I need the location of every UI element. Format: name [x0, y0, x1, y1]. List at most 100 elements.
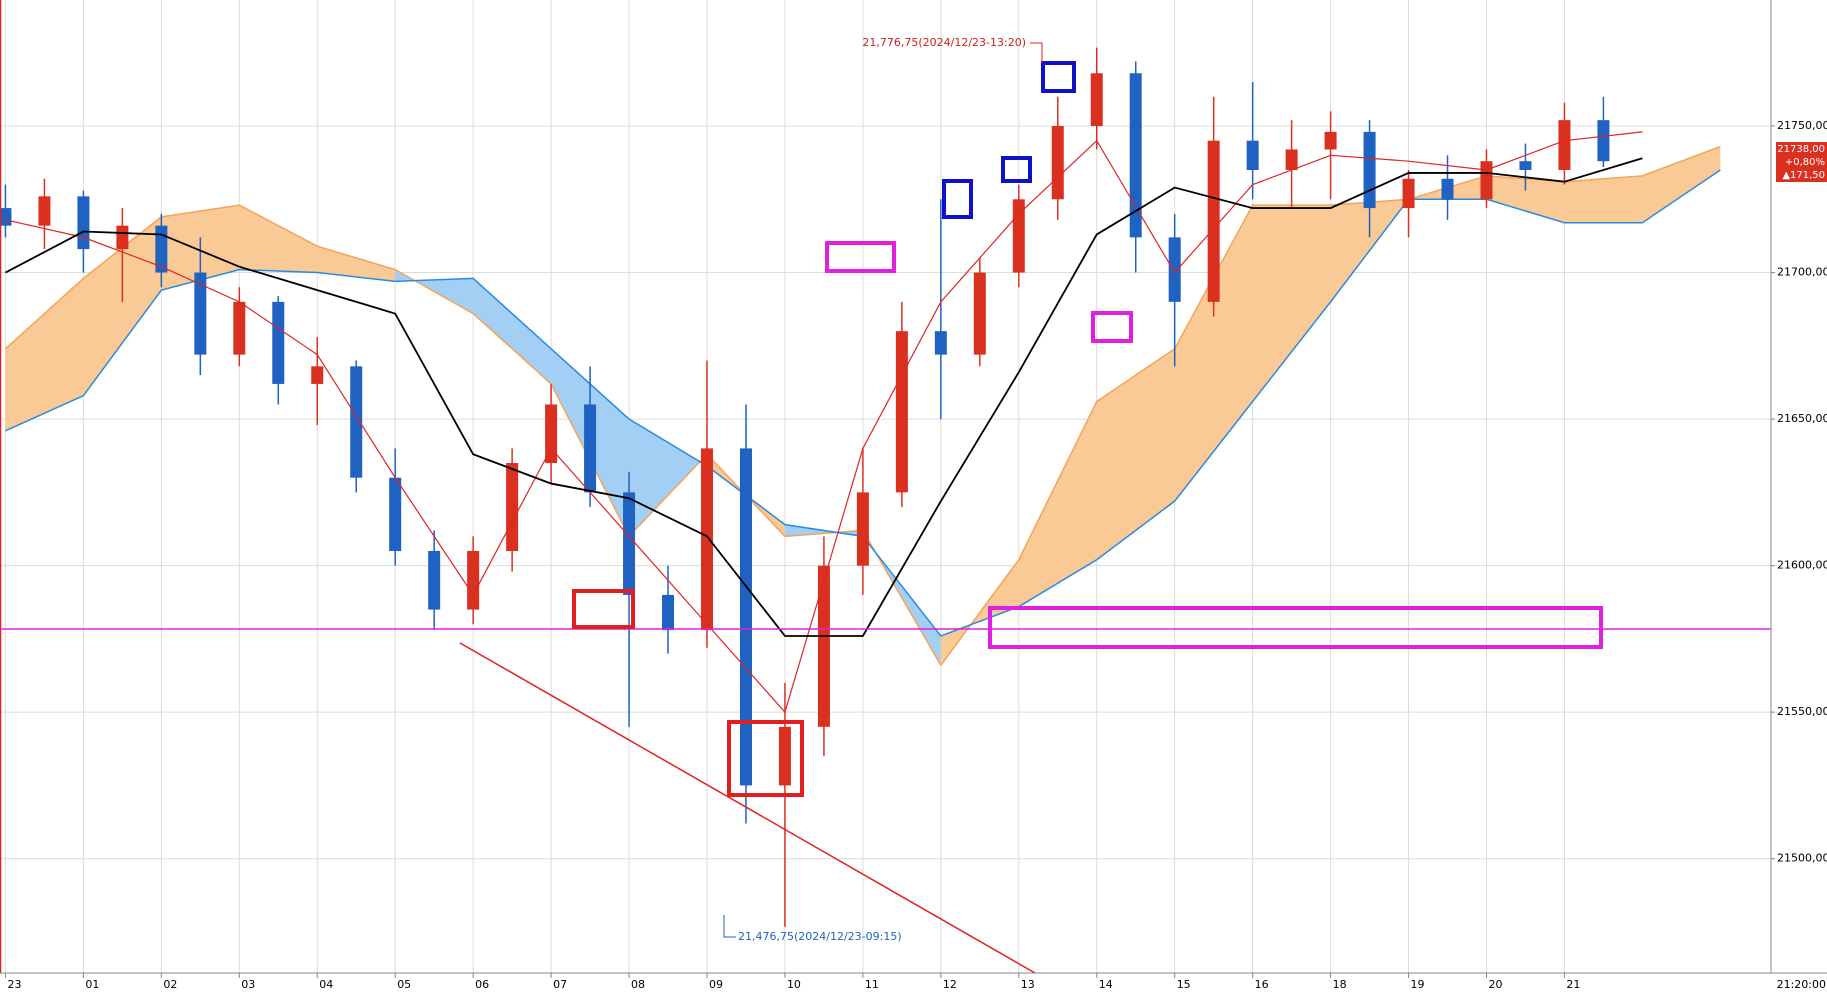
high-label: 21,776,75(2024/12/23-13:20) [862, 36, 1026, 49]
candle-body [1558, 120, 1571, 170]
blue-box [1001, 156, 1032, 183]
candle-body [1285, 149, 1298, 170]
x-tick-label: 11 [865, 978, 879, 991]
x-tick-label: 07 [553, 978, 567, 991]
candle-body [584, 404, 597, 493]
x-tick-label: 23 [7, 978, 21, 991]
candle-body [1129, 73, 1142, 238]
candle-body [0, 208, 12, 226]
candle-body [194, 272, 207, 355]
cloud-segment [317, 246, 396, 282]
candle-body [272, 301, 285, 384]
price-box-text: +0,80% [1785, 157, 1825, 168]
cloud [4, 145, 1721, 667]
cloud-segment [1486, 175, 1565, 223]
candle-body [934, 331, 947, 355]
cloud-segment [1252, 205, 1331, 402]
cloud-segment [473, 278, 552, 384]
x-tick-label: 18 [1333, 978, 1347, 991]
candle-body [739, 448, 752, 786]
candle-body [1168, 237, 1181, 302]
candle-body [817, 565, 830, 727]
magenta-box [825, 241, 896, 273]
x-tick-label: 08 [631, 978, 645, 991]
candle-body [1363, 131, 1376, 209]
x-tick-label: 06 [475, 978, 489, 991]
annotation-boxes [572, 61, 1603, 797]
candle-body [350, 366, 363, 478]
candle-body [973, 272, 986, 355]
y-tick-label: 21750,00 [1777, 119, 1827, 132]
low-pointer [723, 915, 736, 938]
candle-body [311, 366, 324, 384]
y-tick-label: 21650,00 [1777, 412, 1827, 425]
price-box-text: 21738,00 [1777, 144, 1825, 155]
x-tick-label: 09 [709, 978, 723, 991]
x-tick-label: 16 [1255, 978, 1269, 991]
y-tick-label: 21550,00 [1777, 705, 1827, 718]
candle-body [38, 196, 51, 226]
cloud-segment [239, 205, 318, 273]
candle-body [233, 301, 246, 355]
x-tick-label: 15 [1177, 978, 1191, 991]
price-box-text: ▲171,50 [1782, 170, 1825, 181]
trend-line [459, 642, 1036, 974]
candle-body [1519, 161, 1532, 170]
magenta-box [988, 606, 1603, 649]
blue-box [942, 179, 973, 219]
cloud-segment [1174, 205, 1253, 502]
candle-body [1480, 161, 1493, 200]
high-pointer [1030, 42, 1043, 63]
x-tick-label: 13 [1021, 978, 1035, 991]
candle-body [1207, 140, 1220, 302]
x-tick-label: 05 [397, 978, 411, 991]
x-end-label: 21:20:00 [1777, 978, 1826, 991]
indicator-line [5, 131, 1643, 714]
magenta-box [1091, 311, 1133, 343]
candle-body [700, 448, 713, 631]
x-tick-label: 02 [163, 978, 177, 991]
candle-body [1402, 178, 1415, 209]
x-tick-label: 03 [241, 978, 255, 991]
y-tick-label: 21700,00 [1777, 266, 1827, 279]
cloud-segment [83, 216, 162, 396]
x-tick-label: 10 [787, 978, 801, 991]
candle-body [662, 594, 675, 631]
candle-body [1090, 73, 1103, 127]
candle-body [1324, 131, 1337, 150]
red-box [572, 589, 635, 629]
price-box [1776, 142, 1827, 182]
candle-body [895, 331, 908, 493]
candle-body [506, 463, 519, 551]
candle-body [116, 225, 129, 250]
indicator-line [5, 157, 1643, 637]
candle-body [1597, 120, 1610, 162]
plot [0, 47, 1643, 927]
low-label: 21,476,75(2024/12/23-09:15) [738, 930, 902, 943]
cloud-segment [1018, 401, 1097, 607]
cloud-segment [395, 269, 474, 314]
candle-body [1246, 140, 1259, 170]
x-tick-label: 01 [85, 978, 99, 991]
candle-body [467, 550, 480, 610]
candle-body [1051, 126, 1064, 200]
cloud-segment [1564, 175, 1643, 223]
x-tick-label: 20 [1488, 978, 1502, 991]
cloud-segment [5, 278, 84, 431]
candle-body [428, 550, 441, 610]
y-tick-label: 21500,00 [1777, 852, 1827, 865]
x-tick-label: 12 [943, 978, 957, 991]
x-tick-label: 14 [1099, 978, 1113, 991]
x-tick-label: 04 [319, 978, 333, 991]
candle-body [856, 492, 869, 566]
candle-body [778, 726, 791, 786]
blue-box [1041, 61, 1076, 93]
candle-body [77, 196, 90, 250]
candle-body [545, 404, 558, 464]
candle-body [155, 225, 168, 273]
x-tick-label: 19 [1411, 978, 1425, 991]
x-tick-label: 21 [1566, 978, 1580, 991]
y-tick-label: 21600,00 [1777, 559, 1827, 572]
